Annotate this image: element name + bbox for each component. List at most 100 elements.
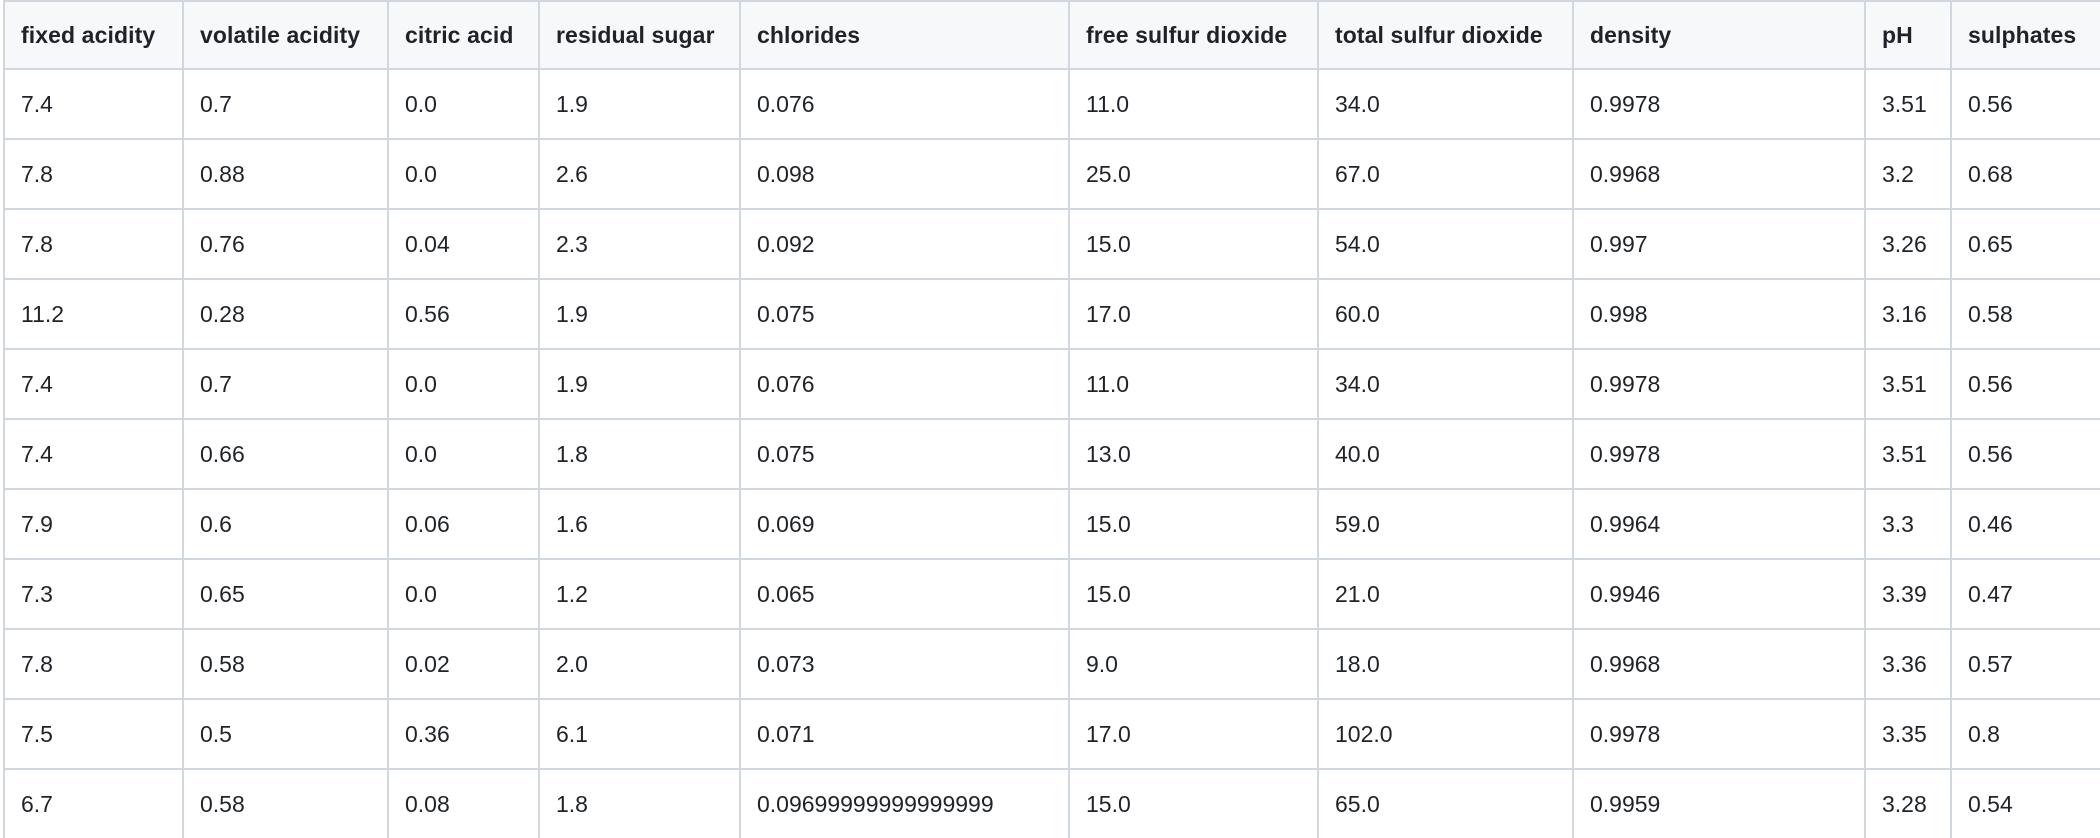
table-cell: 9.0 — [1068, 628, 1319, 700]
table-cell: 0.075 — [739, 418, 1070, 490]
column-header-density[interactable]: density — [1572, 0, 1866, 70]
table-cell: 40.0 — [1317, 418, 1574, 490]
table-cell: 0.56 — [1950, 68, 2100, 140]
table-cell: 0.8 — [1950, 698, 2100, 770]
table-cell: 1.6 — [538, 488, 741, 560]
table-row: 7.4 0.7 0.0 1.9 0.076 11.0 34.0 0.9978 3.51 0.56 — [3, 348, 2100, 420]
table-cell: 0.58 — [182, 628, 389, 700]
table-cell: 15.0 — [1068, 768, 1319, 838]
table-cell: 102.0 — [1317, 698, 1574, 770]
table-cell: 3.3 — [1864, 488, 1952, 560]
table-cell: 0.9946 — [1572, 558, 1866, 630]
table-cell: 7.8 — [3, 208, 184, 280]
table-cell: 0.5 — [182, 698, 389, 770]
table-cell: 0.069 — [739, 488, 1070, 560]
table-cell: 0.065 — [739, 558, 1070, 630]
table-cell: 7.9 — [3, 488, 184, 560]
table-cell: 0.7 — [182, 348, 389, 420]
column-header-ph[interactable]: pH — [1864, 0, 1952, 70]
table-cell: 0.9978 — [1572, 418, 1866, 490]
table-row: 7.8 0.58 0.02 2.0 0.073 9.0 18.0 0.9968 3.36 0.57 — [3, 628, 2100, 700]
table-cell: 0.9978 — [1572, 68, 1866, 140]
table-header: fixed acidity volatile acidity citric ac… — [3, 0, 2100, 70]
table-cell: 21.0 — [1317, 558, 1574, 630]
table-cell: 2.3 — [538, 208, 741, 280]
table-cell: 59.0 — [1317, 488, 1574, 560]
table-cell: 6.1 — [538, 698, 741, 770]
table-cell: 13.0 — [1068, 418, 1319, 490]
table-cell: 0.04 — [387, 208, 540, 280]
table-row: 6.7 0.58 0.08 1.8 0.09699999999999999 15.0 65.… — [3, 768, 2100, 838]
table-cell: 17.0 — [1068, 278, 1319, 350]
table-cell: 0.57 — [1950, 628, 2100, 700]
table-cell: 7.8 — [3, 138, 184, 210]
table-cell: 0.47 — [1950, 558, 2100, 630]
table-cell: 1.8 — [538, 768, 741, 838]
column-header-sulphates[interactable]: sulphates — [1950, 0, 2100, 70]
table-cell: 7.5 — [3, 698, 184, 770]
table-cell: 0.76 — [182, 208, 389, 280]
table-cell: 3.28 — [1864, 768, 1952, 838]
table-cell: 0.58 — [1950, 278, 2100, 350]
table-cell: 7.4 — [3, 68, 184, 140]
table-cell: 2.6 — [538, 138, 741, 210]
table-cell: 0.076 — [739, 348, 1070, 420]
table-cell: 3.36 — [1864, 628, 1952, 700]
data-table: fixed acidity volatile acidity citric ac… — [3, 0, 2100, 838]
column-header-residual-sugar[interactable]: residual sugar — [538, 0, 741, 70]
table-cell: 11.0 — [1068, 68, 1319, 140]
table-row: 7.8 0.88 0.0 2.6 0.098 25.0 67.0 0.9968 3.2 0.68 — [3, 138, 2100, 210]
table-cell: 3.51 — [1864, 348, 1952, 420]
table-cell: 7.4 — [3, 418, 184, 490]
table-cell: 0.997 — [1572, 208, 1866, 280]
table-cell: 1.8 — [538, 418, 741, 490]
table-cell: 6.7 — [3, 768, 184, 838]
table-cell: 3.39 — [1864, 558, 1952, 630]
table-cell: 0.076 — [739, 68, 1070, 140]
table-cell: 0.88 — [182, 138, 389, 210]
table-cell: 0.0 — [387, 348, 540, 420]
table-cell: 0.9978 — [1572, 698, 1866, 770]
table-row: 7.3 0.65 0.0 1.2 0.065 15.0 21.0 0.9946 3.39 0.47 — [3, 558, 2100, 630]
column-header-total-sulfur-dioxide[interactable]: total sulfur dioxide — [1317, 0, 1574, 70]
column-header-volatile-acidity[interactable]: volatile acidity — [182, 0, 389, 70]
table-cell: 7.8 — [3, 628, 184, 700]
table-cell: 0.9964 — [1572, 488, 1866, 560]
table-cell: 1.9 — [538, 278, 741, 350]
table-cell: 54.0 — [1317, 208, 1574, 280]
table-cell: 15.0 — [1068, 208, 1319, 280]
table-cell: 0.075 — [739, 278, 1070, 350]
table-cell: 0.68 — [1950, 138, 2100, 210]
table-row: 11.2 0.28 0.56 1.9 0.075 17.0 60.0 0.998 3.16 0.5… — [3, 278, 2100, 350]
table-cell: 0.092 — [739, 208, 1070, 280]
table-cell: 0.9959 — [1572, 768, 1866, 838]
table-cell: 3.35 — [1864, 698, 1952, 770]
column-header-citric-acid[interactable]: citric acid — [387, 0, 540, 70]
table-cell: 1.9 — [538, 348, 741, 420]
table-cell: 34.0 — [1317, 348, 1574, 420]
table-cell: 0.071 — [739, 698, 1070, 770]
column-header-free-sulfur-dioxide[interactable]: free sulfur dioxide — [1068, 0, 1319, 70]
table-cell: 0.54 — [1950, 768, 2100, 838]
table-cell: 0.46 — [1950, 488, 2100, 560]
table-cell: 0.65 — [182, 558, 389, 630]
table-cell: 0.7 — [182, 68, 389, 140]
table-cell: 0.66 — [182, 418, 389, 490]
table-cell: 25.0 — [1068, 138, 1319, 210]
table-cell: 0.6 — [182, 488, 389, 560]
table-cell: 3.51 — [1864, 68, 1952, 140]
table-cell: 11.2 — [3, 278, 184, 350]
table-cell: 60.0 — [1317, 278, 1574, 350]
table-cell: 0.06 — [387, 488, 540, 560]
table-cell: 0.998 — [1572, 278, 1866, 350]
column-header-fixed-acidity[interactable]: fixed acidity — [3, 0, 184, 70]
table-cell: 0.28 — [182, 278, 389, 350]
table-cell: 67.0 — [1317, 138, 1574, 210]
table-cell: 7.3 — [3, 558, 184, 630]
table-cell: 11.0 — [1068, 348, 1319, 420]
column-header-chlorides[interactable]: chlorides — [739, 0, 1070, 70]
table-cell: 0.9978 — [1572, 348, 1866, 420]
table-row: 7.9 0.6 0.06 1.6 0.069 15.0 59.0 0.9964 3.3 0.46 — [3, 488, 2100, 560]
data-table-container[interactable]: fixed acidity volatile acidity citric ac… — [3, 0, 2100, 838]
table-cell: 0.56 — [387, 278, 540, 350]
